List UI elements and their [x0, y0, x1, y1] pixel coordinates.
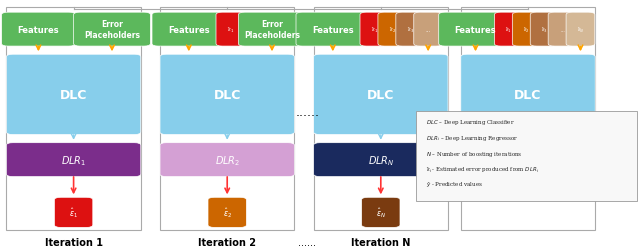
FancyBboxPatch shape	[566, 13, 595, 47]
Bar	[160, 8, 294, 230]
Text: ...: ...	[560, 28, 565, 32]
Text: Features: Features	[17, 26, 60, 35]
Text: $\hat{\varepsilon}_1$: $\hat{\varepsilon}_1$	[69, 206, 78, 220]
Text: $\hat{y}$: $\hat{y}$	[523, 150, 533, 170]
Text: $\hat{\varepsilon}_i$ - Estimated error produced from $DLR_i$: $\hat{\varepsilon}_i$ - Estimated error …	[426, 164, 539, 174]
Text: ......: ......	[295, 106, 319, 119]
FancyBboxPatch shape	[416, 111, 637, 201]
FancyBboxPatch shape	[360, 13, 389, 47]
Text: $\hat{\varepsilon}_N$: $\hat{\varepsilon}_N$	[376, 206, 386, 220]
FancyBboxPatch shape	[160, 143, 294, 177]
FancyBboxPatch shape	[216, 13, 244, 47]
Text: DLC: DLC	[515, 88, 541, 102]
Text: $\hat{\varepsilon}_2$: $\hat{\varepsilon}_2$	[388, 25, 396, 35]
Text: ......: ......	[298, 238, 316, 248]
FancyBboxPatch shape	[314, 55, 448, 135]
Text: Error
Placeholders: Error Placeholders	[244, 20, 300, 40]
Text: Iteration N: Iteration N	[351, 238, 410, 248]
FancyBboxPatch shape	[396, 13, 425, 47]
Text: DLC: DLC	[60, 88, 87, 102]
Text: $\hat{\varepsilon}_3$: $\hat{\varepsilon}_3$	[406, 25, 414, 35]
FancyBboxPatch shape	[494, 13, 524, 47]
Text: $DLR_N$: $DLR_N$	[367, 153, 394, 167]
Text: $DLR_i$ – Deep Learning Regressor: $DLR_i$ – Deep Learning Regressor	[426, 134, 518, 142]
Text: $DLR_1$: $DLR_1$	[61, 153, 86, 167]
Text: Error
Placeholders: Error Placeholders	[84, 20, 140, 40]
Text: $\hat{\varepsilon}_1$: $\hat{\varepsilon}_1$	[506, 25, 512, 35]
FancyBboxPatch shape	[2, 13, 76, 47]
Text: $\hat{\varepsilon}_2$: $\hat{\varepsilon}_2$	[223, 206, 232, 220]
Text: $DLR_2$: $DLR_2$	[214, 153, 240, 167]
FancyBboxPatch shape	[378, 13, 407, 47]
Text: DLC: DLC	[214, 88, 241, 102]
Text: Iteration 2: Iteration 2	[198, 238, 256, 248]
FancyBboxPatch shape	[296, 13, 370, 47]
FancyBboxPatch shape	[239, 13, 306, 47]
Text: $\hat{\varepsilon}_1$: $\hat{\varepsilon}_1$	[371, 25, 378, 35]
FancyBboxPatch shape	[74, 13, 150, 47]
Text: $DLC$ – Deep Learning Classifier: $DLC$ – Deep Learning Classifier	[426, 118, 515, 127]
FancyBboxPatch shape	[152, 13, 226, 47]
FancyBboxPatch shape	[414, 13, 443, 47]
FancyBboxPatch shape	[208, 198, 246, 228]
FancyBboxPatch shape	[160, 55, 294, 135]
FancyBboxPatch shape	[362, 198, 400, 228]
Text: Features: Features	[454, 26, 497, 35]
FancyBboxPatch shape	[512, 13, 541, 47]
Bar	[461, 8, 595, 230]
FancyBboxPatch shape	[6, 55, 141, 135]
Text: $\hat{\varepsilon}_N$: $\hat{\varepsilon}_N$	[577, 25, 584, 35]
FancyBboxPatch shape	[461, 55, 595, 135]
Text: Features: Features	[168, 26, 210, 35]
FancyBboxPatch shape	[54, 198, 93, 228]
Text: Iteration 1: Iteration 1	[45, 238, 102, 248]
FancyBboxPatch shape	[498, 143, 558, 177]
Text: $\hat{\varepsilon}_2$: $\hat{\varepsilon}_2$	[524, 25, 530, 35]
FancyBboxPatch shape	[530, 13, 559, 47]
Text: Features: Features	[312, 26, 354, 35]
FancyBboxPatch shape	[439, 13, 512, 47]
Text: DLC: DLC	[367, 88, 394, 102]
Bar	[314, 8, 448, 230]
FancyBboxPatch shape	[6, 143, 141, 177]
Text: $\hat{\varepsilon}_1$: $\hat{\varepsilon}_1$	[227, 25, 234, 35]
Text: $\hat{\varepsilon}_3$: $\hat{\varepsilon}_3$	[541, 25, 548, 35]
FancyBboxPatch shape	[548, 13, 577, 47]
Text: ...: ...	[426, 28, 431, 32]
Text: $\hat{y}$ - Predicted values: $\hat{y}$ - Predicted values	[426, 180, 483, 189]
Bar	[6, 8, 141, 230]
FancyBboxPatch shape	[314, 143, 448, 177]
Text: $N$ – Number of boosting iterations: $N$ – Number of boosting iterations	[426, 149, 522, 158]
